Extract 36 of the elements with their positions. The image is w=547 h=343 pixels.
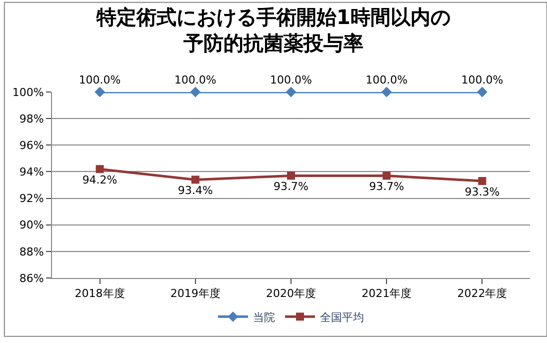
point	[478, 177, 486, 186]
y-tick-label: 96%	[19, 138, 44, 152]
point	[191, 176, 200, 184]
data-label: 100.0%	[461, 73, 504, 86]
y-tick-label: 100%	[12, 86, 44, 99]
x-tick-label: 2019年度	[170, 287, 220, 300]
point	[287, 172, 295, 180]
point	[286, 86, 296, 98]
legend-label: 当院	[253, 310, 275, 324]
legend-label: 全国平均	[320, 310, 364, 324]
y-tick-label: 90%	[19, 218, 44, 232]
x-tick-label: 2018年度	[74, 287, 125, 300]
y-tick-label: 92%	[19, 192, 44, 206]
data-label: 93.4%	[178, 184, 213, 197]
x-tick-label: 2020年度	[266, 287, 316, 300]
chart-title: 特定術式における手術開始1時間以内の予防的抗菌薬投与率	[96, 5, 450, 56]
data-label: 93.3%	[464, 185, 500, 198]
point	[381, 86, 392, 98]
point	[477, 86, 488, 98]
y-tick-label: 86%	[19, 272, 44, 285]
x-tick-label: 2021年度	[362, 287, 412, 300]
point	[94, 86, 105, 98]
x-tick-label: 2022年度	[457, 287, 508, 300]
point	[96, 165, 104, 174]
data-label: 100.0%	[366, 73, 408, 86]
y-tick-label: 88%	[19, 245, 44, 258]
data-label: 100.0%	[78, 73, 121, 86]
data-label: 93.7%	[274, 180, 308, 193]
y-tick-label: 94%	[19, 166, 44, 179]
point	[382, 172, 391, 180]
point	[190, 86, 201, 98]
data-label: 93.7%	[369, 180, 404, 193]
data-label: 100.0%	[174, 73, 216, 86]
data-label: 100.0%	[270, 73, 312, 86]
y-tick-label: 98%	[19, 112, 44, 126]
data-label: 94.2%	[82, 173, 118, 186]
